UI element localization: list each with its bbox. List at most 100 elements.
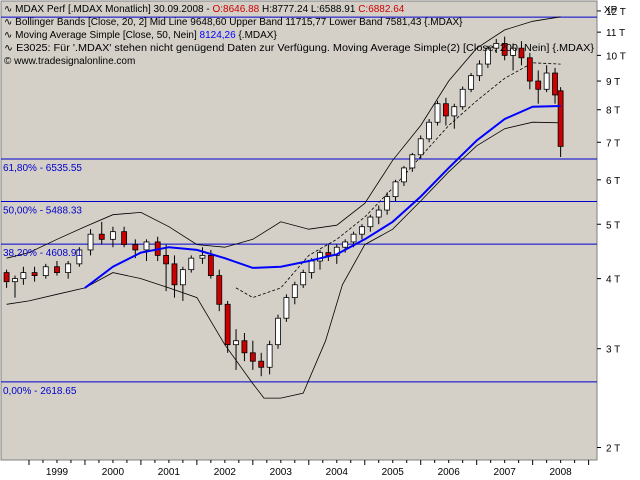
fibonacci-levels xyxy=(1,16,597,383)
candle-body xyxy=(342,241,349,248)
candle-body xyxy=(20,272,27,280)
header-line-4: ∿ E3025: Für '.MDAX' stehen nicht genüge… xyxy=(4,43,595,54)
candle-body xyxy=(557,90,564,147)
x-tick-label: 1999 xyxy=(46,467,69,478)
error-message: E3025: Für '.MDAX' stehen nicht genügend… xyxy=(16,43,595,54)
y-tick-label: 5 T xyxy=(606,220,620,231)
candle-body xyxy=(31,272,38,276)
ma-legend-value: 8124,26 xyxy=(200,30,237,41)
x-tick-label: 2003 xyxy=(270,467,293,478)
legend: XP ∿ MDAX Perf [.MDAX Monatlich] 30.09.2… xyxy=(4,4,618,67)
fib-label: 50,00% - 5488.33 xyxy=(3,206,82,217)
candle-body xyxy=(275,317,281,346)
y-tick-label: 2 T xyxy=(606,444,620,455)
candle-body xyxy=(476,63,483,77)
ma-legend-prefix: Moving Average Simple [Close, 50, Nein] xyxy=(15,30,199,41)
candle-body xyxy=(333,246,340,256)
candle-body xyxy=(216,275,223,305)
header-open: O:8646.88 xyxy=(212,4,259,15)
fibonacci-labels: 61,80% - 6535.55 50,00% - 5488.33 38,20% -… xyxy=(3,163,82,397)
candle-body xyxy=(163,254,169,265)
bollinger-upper xyxy=(6,16,561,259)
plot-area xyxy=(0,0,598,461)
candle-body xyxy=(375,209,382,218)
candle-body xyxy=(350,233,357,243)
candle-body xyxy=(543,72,550,90)
candle-body xyxy=(518,47,525,59)
ma50-line xyxy=(84,105,561,289)
candle-body xyxy=(188,257,195,271)
candle-body xyxy=(249,352,256,362)
candle-body xyxy=(258,360,265,368)
candle-body xyxy=(266,344,273,368)
x-tick-label: 2008 xyxy=(549,467,572,478)
fib-label: 38,20% - 4608.91 xyxy=(3,248,82,259)
indicator-icon: ∿ xyxy=(4,30,15,41)
header-instrument: MDAX Perf [.MDAX Monatlich] 30.09.2008 - xyxy=(15,4,212,15)
candle-body xyxy=(199,254,206,259)
ma-legend-suffix: {.MDAX} xyxy=(236,30,278,41)
y-tick-label: 8 T xyxy=(606,106,620,117)
x-tick-label: 2004 xyxy=(326,467,349,478)
candle-body xyxy=(493,43,500,49)
candle-body xyxy=(409,154,416,169)
candle-body xyxy=(510,47,516,56)
x-tick-label: 2005 xyxy=(382,467,405,478)
candle-body xyxy=(526,57,533,82)
copyright-text: © www.tradesignalonline.com xyxy=(4,56,135,67)
bollinger-lower xyxy=(6,121,561,399)
candle-body xyxy=(3,272,10,283)
candle-body xyxy=(207,254,214,276)
x-tick-label: 2000 xyxy=(102,467,125,478)
candle-body xyxy=(501,43,508,56)
candle-body xyxy=(224,303,231,346)
y-tick-label: 11 T xyxy=(606,28,625,39)
y-tick-label: 7 T xyxy=(606,138,620,149)
header-high-low: H:8777.24 L:6588.91 xyxy=(259,4,358,15)
x-tick-label: 2002 xyxy=(214,467,237,478)
y-tick-label: 10 T xyxy=(606,51,626,62)
candle-body xyxy=(535,80,542,90)
candle-body xyxy=(468,75,474,90)
header-line-3: ∿ Moving Average Simple [Close, 50, Nein… xyxy=(4,30,277,41)
series-icon: ∿ xyxy=(4,4,15,15)
candle-body xyxy=(132,244,139,251)
candle-body xyxy=(179,269,186,286)
x-tick-label: 2001 xyxy=(158,467,181,478)
candle-body xyxy=(552,72,558,96)
candle-body xyxy=(384,196,391,211)
candle-body xyxy=(434,103,441,123)
candle-body xyxy=(121,231,128,245)
header-line-1: ∿ MDAX Perf [.MDAX Monatlich] 30.09.2008… xyxy=(4,4,405,15)
candle-body xyxy=(171,263,178,286)
y-tick-label: 9 T xyxy=(606,77,620,88)
y-tick-label: 6 T xyxy=(606,176,620,187)
moving-average-50 xyxy=(84,105,561,289)
y-tick-label: 4 T xyxy=(606,275,620,286)
candle-body xyxy=(308,260,315,274)
candle-body xyxy=(417,138,424,156)
candle-body xyxy=(300,272,307,286)
fib-label: 0,00% - 2618.65 xyxy=(3,386,77,397)
candle-body xyxy=(241,340,248,354)
candle-body xyxy=(392,181,399,198)
y-tick-label: 12 T xyxy=(606,7,626,18)
candle-body xyxy=(367,216,374,228)
candle-body xyxy=(291,284,298,299)
candle-body xyxy=(484,47,491,65)
bollinger-legend: Bollinger Bands [Close, 20, 2] Mid Line … xyxy=(15,17,463,28)
indicator-icon: ∿ xyxy=(4,43,16,54)
header-close: C:6882.64 xyxy=(358,4,405,15)
candle-body xyxy=(283,297,290,319)
candle-body xyxy=(443,103,449,117)
candle-body xyxy=(65,263,72,274)
candle-body xyxy=(426,121,433,140)
candle-body xyxy=(401,167,407,183)
x-axis: 1999 2000 2001 2002 2003 2004 2005 2006 2007 2008 xyxy=(28,460,590,478)
candle-body xyxy=(98,233,105,240)
candle-body xyxy=(54,266,60,274)
axis-tag: XP xyxy=(604,5,618,16)
x-tick-label: 2006 xyxy=(438,467,461,478)
